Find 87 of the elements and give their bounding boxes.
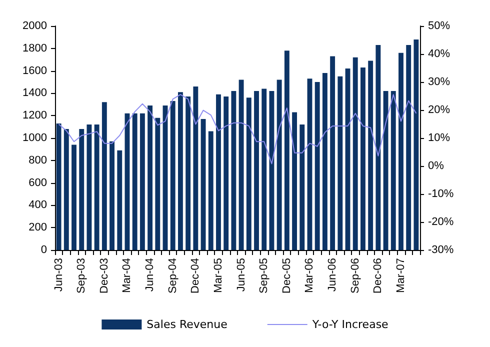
bar [124,113,130,250]
y-tick-label: 1600 [22,64,47,77]
x-tick-label: Jun-03 [52,258,65,292]
bar [86,124,92,250]
x-tick-label: Dec-03 [98,258,110,294]
bar [200,118,206,250]
bar [284,50,290,250]
bar [72,144,76,250]
y2-tick-label: -30% [428,244,454,256]
y-tick-label: 200 [28,222,47,234]
x-tick-label: Dec-04 [190,258,202,294]
y2-tick-label: 50% [428,20,450,32]
bar [254,90,259,250]
y-tick-label: 1200 [22,110,47,122]
y-tick-label: 0 [40,244,47,256]
bar [94,124,100,250]
bar [390,90,396,250]
y-tick-label: 400 [28,199,47,212]
y-tick-label: 2000 [22,20,47,32]
bar [307,78,312,250]
bar [79,129,84,250]
bar [330,56,336,250]
bar [56,123,62,250]
bar [314,82,320,250]
bar [117,150,122,250]
bar [414,39,419,250]
x-tick-label: Sep-06 [349,258,362,294]
y-tick-label: 1400 [22,87,47,100]
bar [178,92,183,250]
bar [224,96,229,250]
line-series [58,94,417,164]
bar [368,60,374,250]
bar [269,90,274,250]
bar [216,94,221,250]
x-tick-label: Sep-05 [258,258,270,294]
bar [292,112,298,250]
x-tick-label: Mar-04 [121,258,134,293]
bar [406,45,412,250]
x-tick-label: Jun-06 [326,258,339,292]
bar [338,76,343,250]
bar [262,88,267,250]
bar [102,102,107,250]
bar [148,106,153,250]
bar [140,113,145,250]
bar [186,96,191,250]
bar [300,124,305,250]
y-tick-label: 1800 [22,42,47,54]
bar [352,57,358,250]
x-tick-label: Mar-07 [394,258,407,293]
x-tick-label: Mar-06 [304,258,316,293]
bar [383,90,388,250]
y2-tick-label: 0% [428,160,444,172]
bar [193,86,198,250]
bar [238,80,244,250]
y2-tick-label: 40% [428,48,450,60]
legend-label: Y-o-Y Increase [311,318,389,331]
y2-tick-label: -20% [428,216,454,228]
bar [64,129,69,250]
bar [322,73,328,250]
x-tick-label: Dec-05 [280,258,293,294]
y2-tick-label: 10% [428,132,450,144]
y2-tick-label: 30% [428,76,450,88]
x-tick-label: Sep-03 [76,258,88,294]
bar [155,118,160,250]
y2-tick-label: -10% [428,188,454,200]
bar [162,106,168,250]
x-tick-label: Mar-05 [212,258,224,293]
bar [170,101,176,250]
y-tick-label: 800 [28,154,47,166]
bar [110,141,115,250]
bar [376,45,381,250]
bar [246,98,252,250]
bar [398,52,404,250]
bar [132,113,138,250]
x-tick-label: Jun-04 [144,258,156,292]
bar [360,67,366,250]
y2-tick-label: 20% [428,104,450,116]
y-tick-label: 1000 [22,132,47,144]
x-tick-label: Sep-04 [166,258,179,294]
bar [345,68,350,250]
bar [208,131,214,250]
bar [276,80,282,250]
legend-label: Sales Revenue [146,318,228,331]
x-tick-label: Jun-05 [235,258,248,292]
x-tick-label: Dec-06 [372,258,384,294]
bar [231,90,236,250]
y-tick-label: 600 [28,176,47,189]
